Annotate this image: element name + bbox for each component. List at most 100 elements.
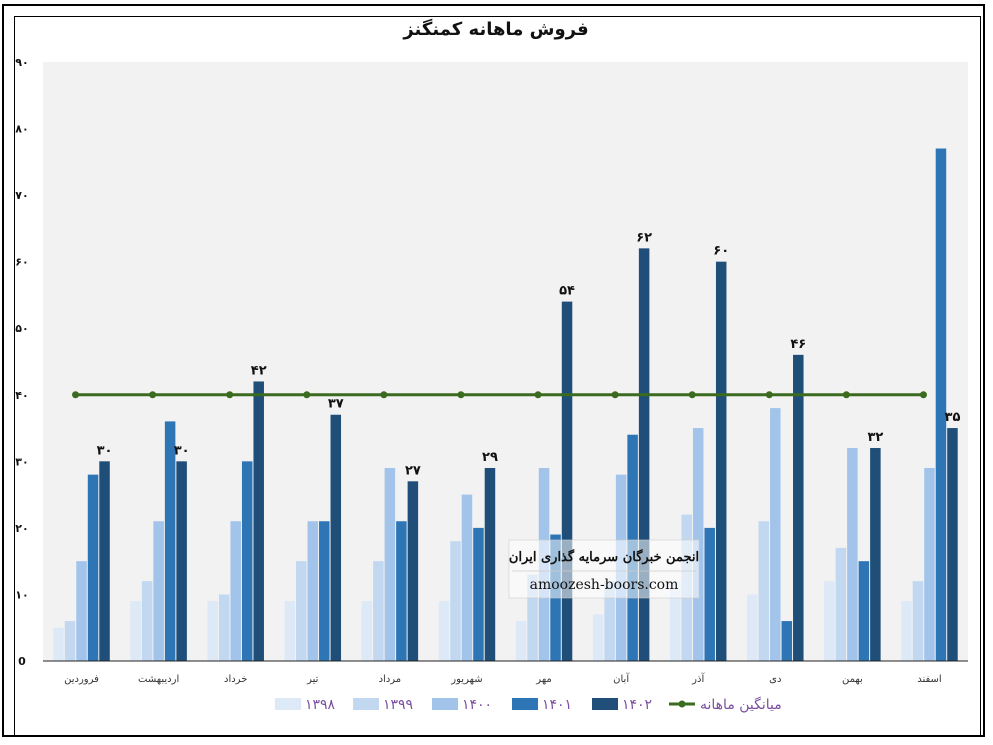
bar-۱۴۰۰ <box>230 521 241 661</box>
bar-۱۴۰۲ <box>947 428 958 661</box>
average-point <box>149 391 157 399</box>
y-tick-label: ۶۰ <box>15 256 28 269</box>
data-label: ۲۹ <box>482 450 498 465</box>
x-tick-label: آذر <box>691 672 705 685</box>
bar-۱۳۹۹ <box>373 561 384 661</box>
legend-swatch <box>512 698 538 710</box>
bar-۱۴۰۱ <box>935 148 947 661</box>
outer-frame <box>2 4 985 737</box>
data-label: ۴۲ <box>251 363 267 378</box>
bar-۱۴۰۱ <box>704 527 715 661</box>
data-label: ۶۰ <box>713 244 729 259</box>
bar-۱۳۹۹ <box>527 574 538 661</box>
bar-۱۳۹۸ <box>438 601 450 661</box>
x-tick-label: خرداد <box>224 674 247 685</box>
bar-۱۳۹۹ <box>912 581 924 661</box>
data-label: ۴۶ <box>790 337 806 352</box>
legend-label: ۱۳۹۹ <box>383 697 413 713</box>
y-axis-ticks: 0 ۱۰ ۲۰ ۳۰ ۴۰ ۵۰ ۶۰ ۷۰ ۸۰ ۹۰ <box>15 56 28 668</box>
x-tick-label: فروردین <box>64 674 99 685</box>
bar-۱۴۰۲ <box>715 261 727 661</box>
average-point <box>611 391 619 399</box>
bar-۱۴۰۱ <box>396 521 407 661</box>
average-point <box>688 391 696 399</box>
bar-۱۴۰۱ <box>241 461 253 661</box>
data-label: ۲۷ <box>405 463 421 478</box>
x-tick-label: تیر <box>306 674 319 685</box>
legend-swatch <box>432 698 458 710</box>
bar-۱۴۰۰ <box>384 467 396 661</box>
bar-۱۳۹۹ <box>296 561 307 661</box>
y-tick-label: ۹۰ <box>15 56 28 69</box>
y-tick-label: ۴۰ <box>15 389 28 402</box>
y-tick-label: ۵۰ <box>15 322 28 335</box>
watermark-url: amoozesh-boors.com <box>530 577 679 593</box>
legend-label: میانگین ماهانه <box>700 696 782 713</box>
bar-۱۴۰۲ <box>793 354 804 661</box>
bar-۱۳۹۸ <box>130 601 141 661</box>
watermark-box <box>508 539 700 599</box>
bar-۱۴۰۲ <box>99 461 110 661</box>
plot-area <box>43 62 968 661</box>
bar-۱۴۰۲ <box>484 467 496 661</box>
bar-۱۴۰۲ <box>561 301 573 661</box>
bar-۱۳۹۸ <box>284 601 296 661</box>
data-labels: ۳۰ ۳۰ ۴۲ ۳۷ ۲۷ ۲۹ ۵۴ ۶۲ ۶۰ ۴۶ ۳۲ ۳۵ <box>97 230 961 478</box>
chart-title: فروش ماهانه کمنگنز <box>402 18 588 40</box>
bar-۱۳۹۸ <box>207 601 218 661</box>
data-label: ۵۴ <box>559 284 575 299</box>
data-label: ۶۲ <box>636 230 652 245</box>
x-tick-label: مهر <box>535 674 551 685</box>
bar-۱۴۰۱ <box>781 621 793 661</box>
x-tick-label: آبان <box>613 672 630 685</box>
data-label: ۳۰ <box>174 443 190 458</box>
average-point <box>226 391 234 399</box>
x-tick-label: دی <box>769 674 781 685</box>
y-tick-label: ۷۰ <box>15 189 28 202</box>
average-point <box>303 391 311 399</box>
legend-label: ۱۴۰۰ <box>462 697 492 713</box>
bar-۱۴۰۲ <box>407 481 419 661</box>
bar-۱۴۰۰ <box>770 408 781 661</box>
bar-۱۳۹۸ <box>747 594 758 661</box>
bar-۱۳۹۹ <box>450 541 461 661</box>
bar-۱۳۹۹ <box>604 581 615 661</box>
inner-frame <box>14 16 981 736</box>
bar-۱۴۰۰ <box>924 467 935 661</box>
average-point <box>919 391 927 399</box>
bar-۱۳۹۸ <box>592 614 604 661</box>
bar-۱۴۰۱ <box>858 561 870 661</box>
average-line-group <box>72 391 927 399</box>
bar-۱۳۹۸ <box>53 627 64 661</box>
bar-۱۳۹۹ <box>758 521 770 661</box>
y-tick-label: ۱۰ <box>15 588 28 601</box>
bar-۱۴۰۲ <box>638 248 650 661</box>
x-tick-label: اسفند <box>917 674 941 685</box>
legend-label: ۱۴۰۱ <box>542 697 572 713</box>
watermark-title: انجمن خبرگان سرمایه گذاری ایران <box>509 548 699 565</box>
legend: ۱۳۹۸ ۱۳۹۹ ۱۴۰۰ ۱۴۰۱ ۱۴۰۲ میانگین ماهانه <box>275 696 782 713</box>
x-tick-label: مرداد <box>379 674 402 685</box>
x-tick-label: شهریور <box>450 674 482 685</box>
data-label: ۳۷ <box>328 397 344 412</box>
bar-۱۳۹۹ <box>64 621 76 661</box>
y-tick-label: ۳۰ <box>15 455 28 468</box>
bar-۱۳۹۸ <box>515 621 527 661</box>
legend-swatch <box>592 698 618 710</box>
bar-۱۴۰۲ <box>330 414 342 661</box>
bar-۱۴۰۱ <box>87 474 99 661</box>
data-label: ۳۵ <box>945 410 961 425</box>
bar-۱۴۰۰ <box>847 448 858 661</box>
data-label: ۳۰ <box>97 443 113 458</box>
watermark: انجمن خبرگان سرمایه گذاری ایران amoozesh… <box>508 539 700 599</box>
data-label: ۳۲ <box>867 430 883 445</box>
average-point <box>842 391 850 399</box>
x-tick-label: بهمن <box>842 674 863 685</box>
bar-۱۴۰۱ <box>473 527 484 661</box>
x-axis-ticks: فروردین اردیبهشت خرداد تیر مرداد شهریور مهر آبا… <box>64 672 942 685</box>
bar-۱۳۹۹ <box>218 594 230 661</box>
bar-۱۳۹۹ <box>141 581 153 661</box>
legend-swatch <box>275 698 301 710</box>
legend-line-marker <box>678 700 686 708</box>
